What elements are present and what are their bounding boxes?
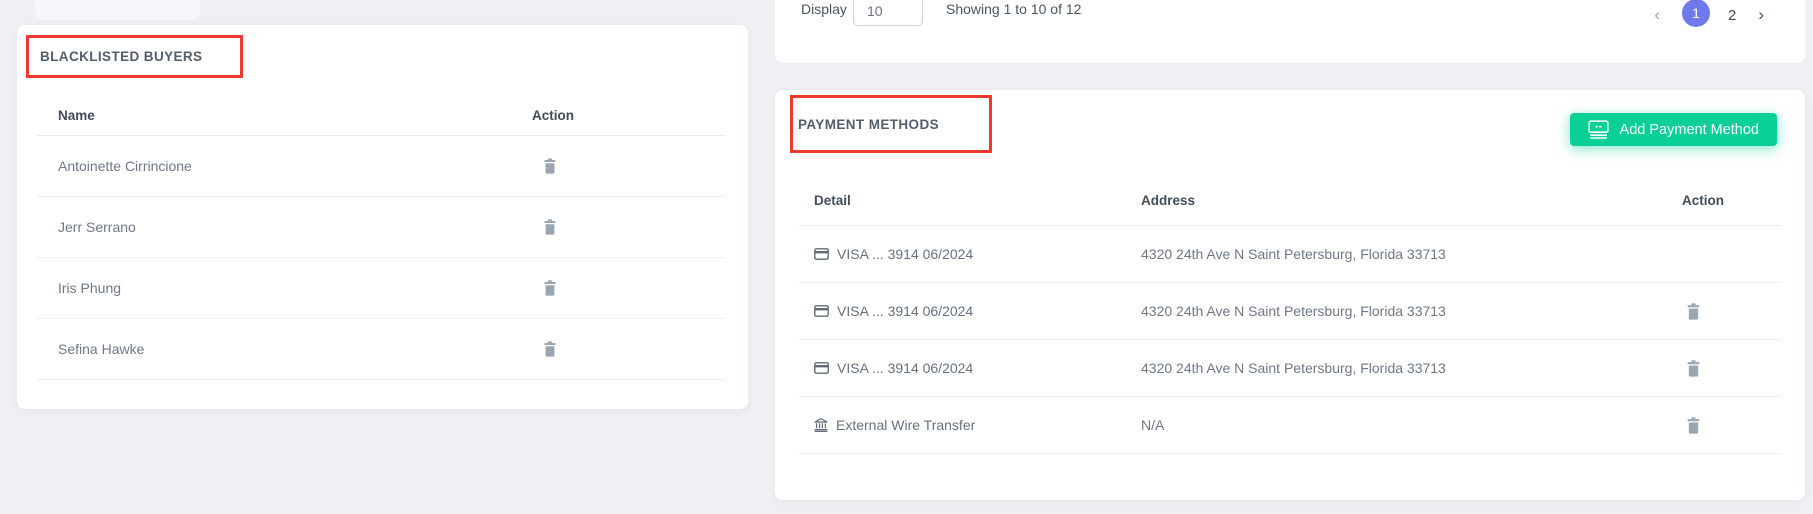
payment-methods-table: Detail Address Action [799, 176, 1781, 454]
pagination-next-button[interactable]: › [1758, 5, 1764, 24]
payment-table-header: Detail Address Action [799, 176, 1781, 226]
payment-card-machine-icon [1587, 120, 1609, 139]
payment-table-row: VISA ... 3914 06/2024 4320 24th Ave N Sa… [799, 283, 1781, 340]
payment-detail-text: VISA ... 3914 06/2024 [837, 360, 974, 376]
blacklist-table-row: Antoinette Cirrincione [37, 136, 725, 197]
display-label: Display [801, 1, 847, 17]
delete-payment-method-button[interactable] [1683, 357, 1704, 380]
blacklist-rows: Antoinette Cirrincione Jerr Serrano [37, 136, 725, 380]
buyer-name: Iris Phung [58, 280, 122, 296]
pagination-page-1-active[interactable]: 1 [1681, 0, 1710, 27]
payment-table-row: VISA ... 3914 06/2024 4320 24th Ave N Sa… [799, 226, 1781, 283]
credit-card-icon [814, 248, 829, 260]
pagination-prev-button[interactable]: ‹ [1654, 5, 1660, 24]
buyer-name: Sefina Hawke [58, 341, 145, 357]
blacklist-table-header: Name Action [37, 96, 725, 136]
scrolled-card-remnant [35, 0, 200, 20]
delete-payment-method-button[interactable] [1683, 300, 1704, 323]
payment-address-text: 4320 24th Ave N Saint Petersburg, Florid… [1141, 246, 1446, 262]
credit-card-icon [814, 362, 829, 374]
blacklisted-buyers-card: BLACKLISTED BUYERS Name Action Antoinett… [17, 25, 748, 409]
buyer-name: Antoinette Cirrincione [58, 158, 192, 174]
credit-card-icon [814, 305, 829, 317]
payment-methods-title: PAYMENT METHODS [798, 117, 940, 132]
delete-buyer-button[interactable] [540, 338, 560, 360]
blacklist-table-row: Iris Phung [37, 258, 725, 319]
buyer-name: Jerr Serrano [58, 219, 136, 235]
showing-entries-text: Showing 1 to 10 of 12 [946, 1, 1082, 17]
add-payment-method-label: Add Payment Method [1619, 121, 1759, 138]
bank-icon [814, 418, 828, 432]
payment-methods-card: PAYMENT METHODS Add Payment Method Detai… [775, 90, 1805, 500]
add-payment-method-button[interactable]: Add Payment Method [1569, 113, 1777, 146]
column-header-detail: Detail [814, 193, 851, 208]
blacklisted-buyers-title: BLACKLISTED BUYERS [40, 49, 203, 64]
column-header-action: Action [1682, 193, 1724, 208]
pagination: ‹ 1 2 › [1650, 0, 1768, 30]
payment-table-row: VISA ... 3914 06/2024 4320 24th Ave N Sa… [799, 340, 1781, 397]
payment-rows: VISA ... 3914 06/2024 4320 24th Ave N Sa… [799, 226, 1781, 454]
page-size-value: 10 [867, 3, 883, 19]
pagination-page-2[interactable]: 2 [1727, 6, 1737, 24]
blacklist-table-row: Sefina Hawke [37, 319, 725, 380]
payment-address-text: N/A [1141, 417, 1165, 433]
delete-buyer-button[interactable] [540, 155, 560, 177]
payment-detail-text: VISA ... 3914 06/2024 [837, 246, 974, 262]
payment-detail-text: VISA ... 3914 06/2024 [837, 303, 974, 319]
table-footer-bar: Display 10 Showing 1 to 10 of 12 ‹ 1 2 › [775, 0, 1805, 63]
payment-address-text: 4320 24th Ave N Saint Petersburg, Florid… [1141, 360, 1446, 376]
delete-buyer-button[interactable] [540, 277, 560, 299]
chevron-down-icon [900, 11, 912, 19]
page-size-select[interactable]: 10 [853, 0, 923, 26]
blacklist-table-row: Jerr Serrano [37, 197, 725, 258]
payment-detail-text: External Wire Transfer [836, 417, 976, 433]
delete-buyer-button[interactable] [540, 216, 560, 238]
blacklisted-buyers-table: Name Action Antoinette Cirrincione Jerr … [37, 96, 725, 380]
column-header-address: Address [1141, 193, 1196, 208]
delete-payment-method-button[interactable] [1683, 414, 1704, 437]
column-header-action: Action [532, 108, 574, 123]
payment-table-row: External Wire Transfer N/A [799, 397, 1781, 454]
payment-address-text: 4320 24th Ave N Saint Petersburg, Florid… [1141, 303, 1446, 319]
column-header-name: Name [58, 108, 95, 123]
